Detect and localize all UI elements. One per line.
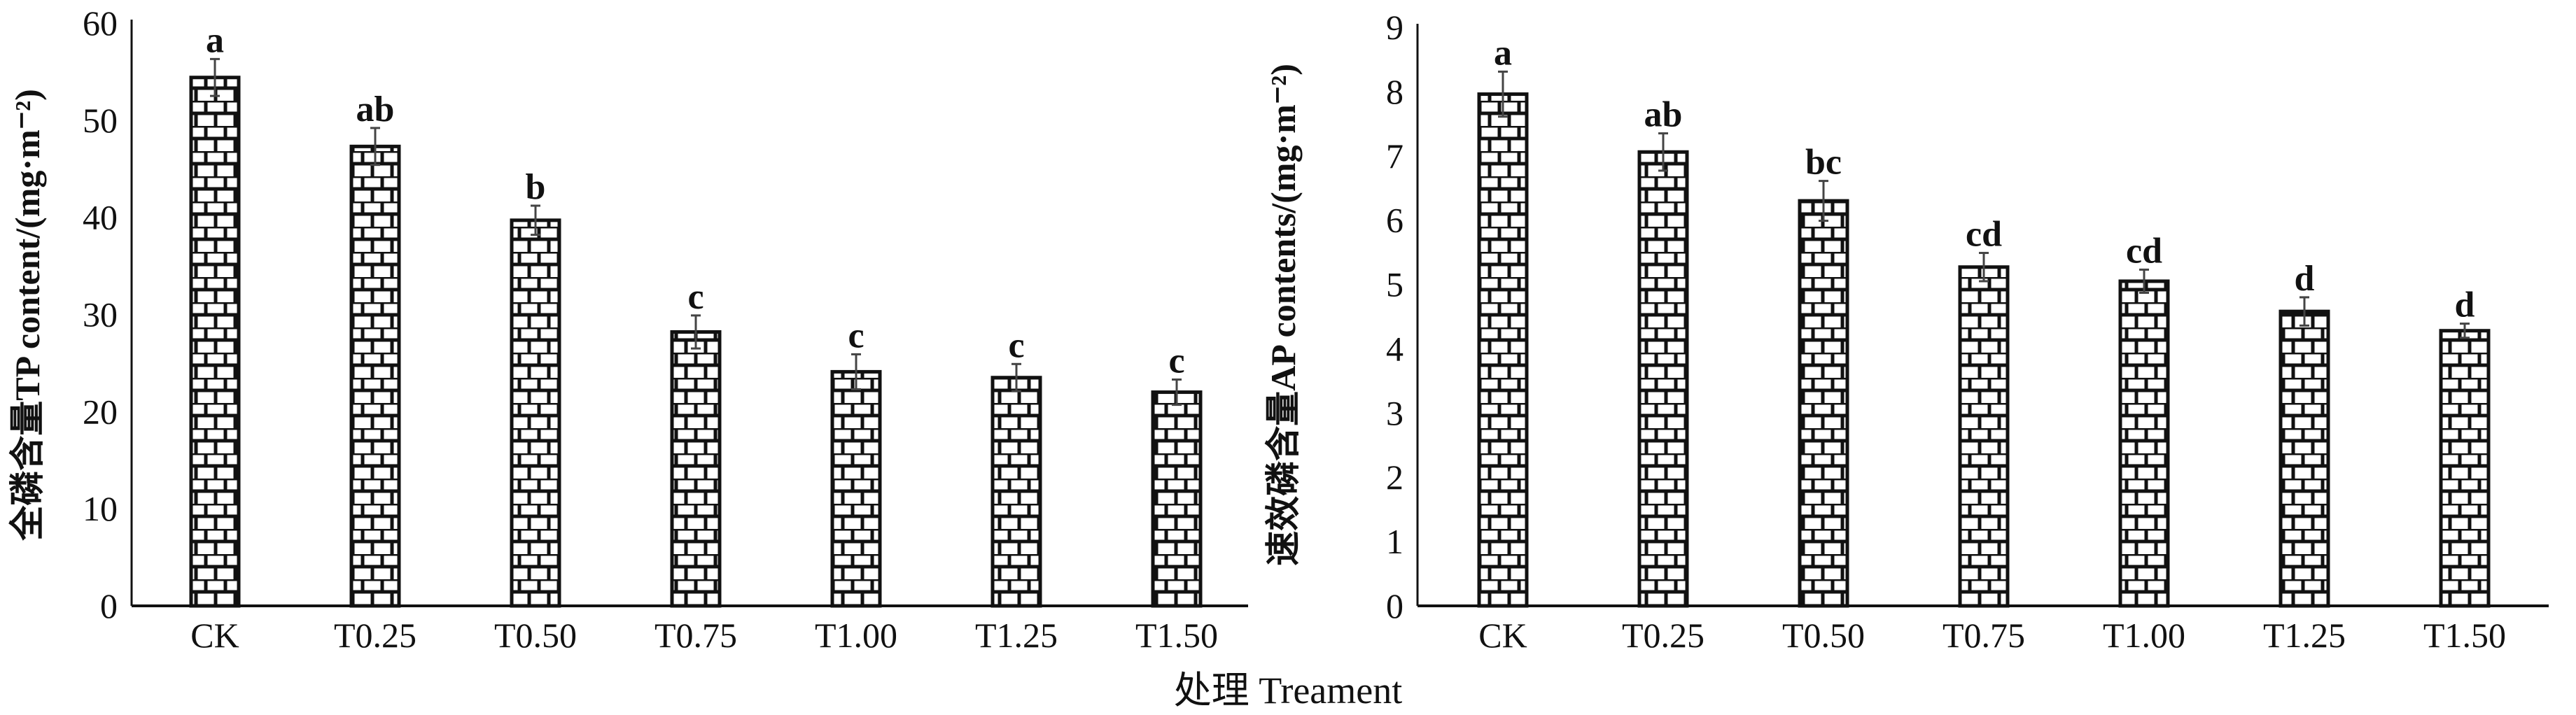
y-tick-label: 8: [1386, 72, 1404, 111]
y-tick-label: 40: [83, 198, 118, 237]
x-tick-label: T1.25: [2263, 616, 2346, 655]
bar-T0.25: [1637, 150, 1689, 608]
bar-T1.50: [1151, 390, 1203, 608]
bar-T1.00: [830, 369, 882, 608]
bar-CK: [1477, 92, 1529, 608]
y-tick-label: 0: [1386, 586, 1404, 625]
x-tick-label: T0.25: [334, 616, 416, 655]
y-tick-label: 60: [83, 3, 118, 43]
significance-letter: ab: [1644, 95, 1683, 135]
significance-letter: d: [2295, 259, 2315, 299]
x-tick-label: T0.50: [1782, 616, 1865, 655]
significance-letter: ab: [356, 90, 395, 129]
bar-T0.50: [510, 218, 561, 608]
bar-T0.75: [670, 330, 722, 608]
y-tick-label: 30: [83, 295, 118, 334]
significance-letter: d: [2455, 285, 2475, 325]
chart-total-phosphorus: 0 10 20 30 40 50 60 全磷含量TP content/(mg·m⁻²) a CK a…: [8, 3, 1248, 655]
significance-letter: bc: [1805, 143, 1842, 183]
significance-letter: cd: [1966, 215, 2002, 255]
x-tick-label: T1.00: [815, 616, 897, 655]
bar-CK: [189, 76, 241, 608]
y-tick-label: 10: [83, 489, 118, 528]
chart-available-phosphorus: 0 1 2 3 4 5 6 7 8 9 速效磷含量AP contents/(mg·m⁻²) a CK ab…: [1264, 8, 2549, 655]
significance-letter: c: [1008, 325, 1024, 365]
bar-T1.00: [2118, 279, 2170, 608]
x-tick-label: T1.50: [2423, 616, 2506, 655]
y-tick-label: 50: [83, 101, 118, 140]
y-tick-label: 5: [1386, 265, 1404, 304]
x-tick-label: CK: [1478, 616, 1527, 655]
y-axis-title: 速效磷含量AP contents/(mg·m⁻²): [1264, 64, 1303, 566]
y-tick-label: 6: [1386, 201, 1404, 240]
significance-letter: c: [848, 316, 864, 355]
y-tick-label: 3: [1386, 393, 1404, 432]
significance-letter: c: [1168, 341, 1184, 381]
x-tick-label: T1.00: [2103, 616, 2185, 655]
y-tick-label: 7: [1386, 136, 1404, 176]
x-tick-label: T0.25: [1622, 616, 1704, 655]
bar-T1.50: [2439, 329, 2491, 608]
significance-letter: c: [687, 277, 704, 317]
y-tick-label: 9: [1386, 8, 1404, 47]
x-tick-label: CK: [190, 616, 239, 655]
x-tick-label: T0.50: [494, 616, 577, 655]
bar-T1.25: [2278, 309, 2330, 608]
x-tick-label: T0.75: [1942, 616, 2025, 655]
y-tick-label: 4: [1386, 329, 1404, 368]
y-tick-label: 20: [83, 392, 118, 431]
bar-T0.50: [1798, 199, 1849, 608]
x-tick-label: T1.50: [1135, 616, 1218, 655]
x-tick-label: T0.75: [654, 616, 737, 655]
y-tick-label: 2: [1386, 458, 1404, 497]
y-tick-label: 0: [100, 586, 118, 625]
y-tick-label: 1: [1386, 522, 1404, 561]
bar-T0.25: [349, 144, 401, 608]
y-axis-title: 全磷含量TP content/(mg·m⁻²): [8, 89, 47, 541]
bar-T1.25: [990, 376, 1042, 608]
significance-letter: cd: [2126, 231, 2162, 271]
significance-letter: a: [1494, 33, 1512, 73]
significance-letter: b: [526, 167, 546, 207]
x-tick-label: T1.25: [975, 616, 1058, 655]
significance-letter: a: [206, 20, 224, 60]
bar-T0.75: [1958, 265, 2010, 608]
x-axis-title: 处理 Treament: [1174, 670, 1402, 712]
